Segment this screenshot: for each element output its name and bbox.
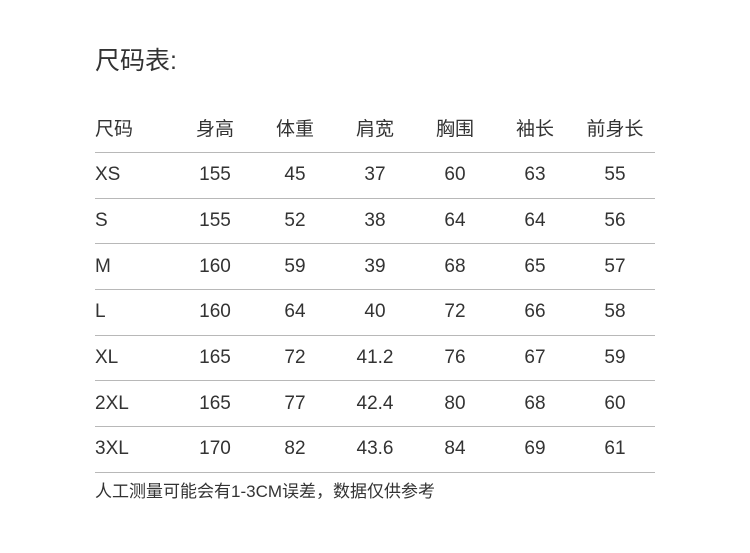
size-table: 尺码 身高 体重 肩宽 胸围 袖长 前身长 XS 155 45 37 60 63 55 S 155 52 38 6… <box>95 108 655 473</box>
table-cell: 155 <box>175 198 255 245</box>
table-cell: 160 <box>175 289 255 336</box>
table-cell: 60 <box>415 152 495 199</box>
column-header: 肩宽 <box>335 108 415 153</box>
table-cell: 41.2 <box>335 335 415 382</box>
table-cell: 64 <box>495 198 575 245</box>
column-header: 袖长 <box>495 108 575 153</box>
size-label-cell: 3XL <box>95 426 175 473</box>
size-label-cell: S <box>95 198 175 245</box>
table-cell: 67 <box>495 335 575 382</box>
column-header: 前身长 <box>575 108 655 153</box>
table-cell: 38 <box>335 198 415 245</box>
table-row: XL 165 72 41.2 76 67 59 <box>95 335 655 382</box>
table-cell: 52 <box>255 198 335 245</box>
table-cell: 69 <box>495 426 575 473</box>
table-cell: 72 <box>255 335 335 382</box>
table-cell: 59 <box>255 243 335 291</box>
table-cell: 72 <box>415 289 495 336</box>
size-label-cell: XL <box>95 335 175 382</box>
table-cell: 39 <box>335 243 415 291</box>
table-cell: 76 <box>415 335 495 382</box>
table-cell: 63 <box>495 152 575 199</box>
table-row: 2XL 165 77 42.4 80 68 60 <box>95 380 655 428</box>
column-header: 身高 <box>175 108 255 153</box>
table-row: L 160 64 40 72 66 58 <box>95 289 655 336</box>
size-label-cell: XS <box>95 152 175 199</box>
table-cell: 68 <box>415 243 495 291</box>
size-label-cell: M <box>95 243 175 291</box>
table-cell: 40 <box>335 289 415 336</box>
size-label-cell: 2XL <box>95 380 175 428</box>
table-row: S 155 52 38 64 64 56 <box>95 198 655 245</box>
table-row: M 160 59 39 68 65 57 <box>95 243 655 291</box>
table-cell: 65 <box>495 243 575 291</box>
page-title: 尺码表: <box>95 47 177 75</box>
table-cell: 82 <box>255 426 335 473</box>
table-cell: 43.6 <box>335 426 415 473</box>
table-cell: 77 <box>255 380 335 428</box>
table-cell: 59 <box>575 335 655 382</box>
table-cell: 60 <box>575 380 655 428</box>
table-cell: 165 <box>175 335 255 382</box>
table-cell: 64 <box>255 289 335 336</box>
table-cell: 165 <box>175 380 255 428</box>
table-row: XS 155 45 37 60 63 55 <box>95 152 655 199</box>
table-cell: 68 <box>495 380 575 428</box>
table-cell: 66 <box>495 289 575 336</box>
table-cell: 42.4 <box>335 380 415 428</box>
table-cell: 160 <box>175 243 255 291</box>
column-header: 体重 <box>255 108 335 153</box>
column-header: 胸围 <box>415 108 495 153</box>
table-cell: 155 <box>175 152 255 199</box>
table-cell: 45 <box>255 152 335 199</box>
table-cell: 170 <box>175 426 255 473</box>
column-header: 尺码 <box>95 108 175 153</box>
table-cell: 37 <box>335 152 415 199</box>
table-cell: 64 <box>415 198 495 245</box>
size-label-cell: L <box>95 289 175 336</box>
table-header-row: 尺码 身高 体重 肩宽 胸围 袖长 前身长 <box>95 108 655 153</box>
table-cell: 58 <box>575 289 655 336</box>
table-cell: 80 <box>415 380 495 428</box>
measurement-note: 人工测量可能会有1-3CM误差，数据仅供参考 <box>95 482 436 501</box>
table-cell: 55 <box>575 152 655 199</box>
table-cell: 57 <box>575 243 655 291</box>
table-cell: 84 <box>415 426 495 473</box>
table-cell: 56 <box>575 198 655 245</box>
table-row: 3XL 170 82 43.6 84 69 61 <box>95 426 655 473</box>
table-cell: 61 <box>575 426 655 473</box>
